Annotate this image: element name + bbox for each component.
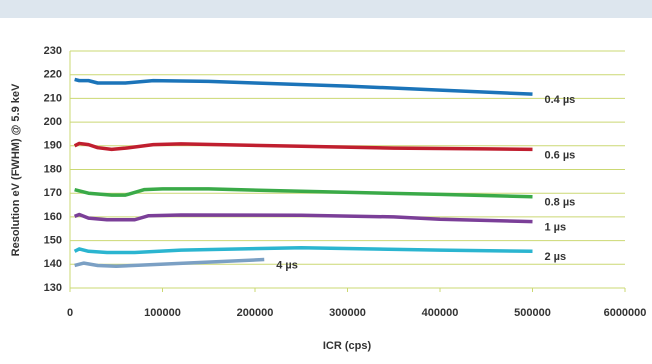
x-tick-label: 200000 [237, 307, 274, 319]
series-label: 0.4 µs [545, 94, 576, 106]
y-tick-label: 200 [44, 116, 62, 128]
line [74, 77, 533, 96]
header-band [0, 0, 652, 18]
y-tick-label: 130 [44, 282, 62, 294]
x-tick-label: 6000000 [604, 307, 647, 319]
series-label: 2 µs [545, 251, 567, 263]
y-tick-label: 180 [44, 163, 62, 175]
series-label: 0.6 µs [545, 149, 576, 161]
y-tick-label: 210 [44, 92, 62, 104]
y-tick-label: 220 [44, 69, 62, 81]
x-tick-label: 500000 [514, 307, 551, 319]
x-axis-title: ICR (cps) [323, 340, 372, 352]
y-tick-label: 230 [44, 45, 62, 57]
line [73, 141, 533, 152]
series-label: 1 µs [545, 222, 567, 234]
line [73, 245, 533, 255]
series-label: 4 µs [276, 259, 298, 271]
y-tick-label: 160 [44, 211, 62, 223]
line [74, 187, 533, 199]
x-tick-label: 400000 [422, 307, 459, 319]
line [74, 257, 265, 268]
series-label: 0.8 µs [545, 197, 576, 209]
y-tick-label: 170 [44, 187, 62, 199]
line [73, 212, 533, 224]
y-tick-label: 140 [44, 258, 62, 270]
y-tick-label: 190 [44, 140, 62, 152]
x-tick-label: 100000 [144, 307, 181, 319]
y-tick-label: 150 [44, 235, 62, 247]
x-tick-label: 300000 [329, 307, 366, 319]
x-tick-label: 0 [67, 307, 73, 319]
y-axis-title: Resolution eV (FWHM) @ 5.9 keV [10, 83, 22, 256]
